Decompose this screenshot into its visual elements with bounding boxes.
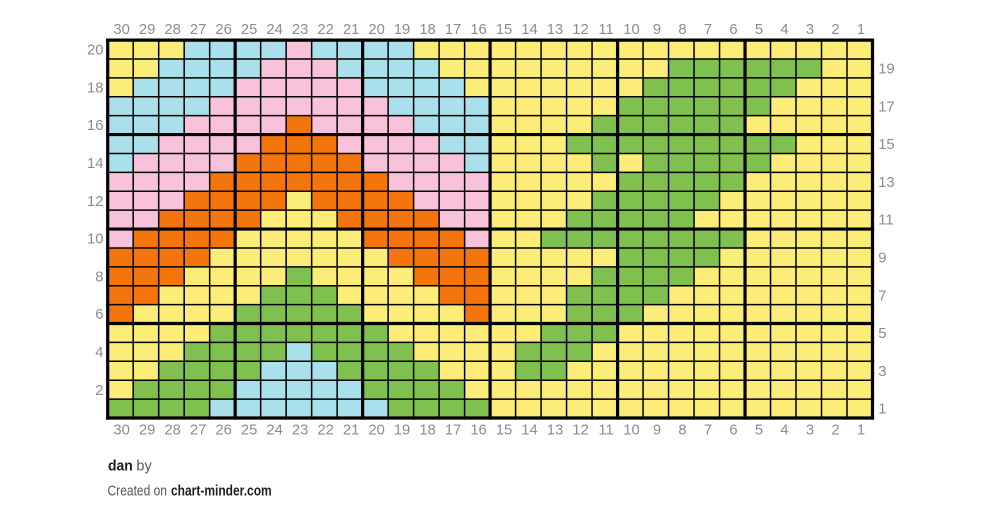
- svg-text:8: 8: [95, 269, 103, 285]
- svg-text:14: 14: [87, 156, 103, 172]
- svg-text:20: 20: [368, 423, 384, 439]
- svg-text:11: 11: [598, 22, 613, 38]
- svg-text:16: 16: [87, 118, 103, 134]
- svg-text:16: 16: [470, 423, 486, 439]
- svg-text:24: 24: [266, 423, 282, 439]
- svg-text:18: 18: [87, 80, 103, 96]
- svg-text:29: 29: [139, 423, 155, 439]
- svg-text:28: 28: [164, 423, 180, 439]
- svg-text:9: 9: [878, 250, 886, 266]
- svg-text:3: 3: [806, 22, 814, 38]
- svg-text:23: 23: [292, 22, 308, 38]
- svg-text:12: 12: [572, 423, 588, 439]
- svg-text:14: 14: [521, 22, 537, 38]
- svg-text:19: 19: [394, 423, 410, 439]
- svg-text:7: 7: [878, 288, 886, 304]
- svg-text:3: 3: [806, 423, 814, 439]
- svg-text:2: 2: [831, 423, 839, 439]
- svg-text:21: 21: [343, 423, 359, 439]
- svg-text:4: 4: [95, 345, 103, 361]
- svg-text:15: 15: [496, 423, 512, 439]
- svg-text:17: 17: [445, 423, 461, 439]
- svg-text:12: 12: [87, 194, 103, 210]
- svg-text:dan: dan: [108, 459, 133, 475]
- svg-text:20: 20: [368, 22, 384, 38]
- svg-text:13: 13: [878, 175, 894, 191]
- svg-text:1: 1: [857, 22, 865, 38]
- svg-text:10: 10: [87, 232, 103, 248]
- svg-text:4: 4: [780, 423, 788, 439]
- svg-text:15: 15: [878, 137, 894, 153]
- svg-text:19: 19: [394, 22, 410, 38]
- svg-text:9: 9: [653, 22, 661, 38]
- svg-text:Created on: Created on: [108, 484, 168, 500]
- svg-text:22: 22: [317, 423, 333, 439]
- svg-text:2: 2: [95, 383, 103, 399]
- svg-text:8: 8: [678, 423, 686, 439]
- svg-text:10: 10: [623, 22, 639, 38]
- svg-text:19: 19: [878, 62, 894, 78]
- svg-text:21: 21: [343, 22, 359, 38]
- svg-text:12: 12: [572, 22, 588, 38]
- svg-text:8: 8: [678, 22, 686, 38]
- svg-text:22: 22: [317, 22, 333, 38]
- svg-text:30: 30: [113, 22, 129, 38]
- svg-text:20: 20: [87, 43, 103, 59]
- svg-text:25: 25: [241, 22, 257, 38]
- svg-text:1: 1: [878, 402, 886, 418]
- svg-text:15: 15: [496, 22, 512, 38]
- svg-text:16: 16: [470, 22, 486, 38]
- svg-text:14: 14: [521, 423, 537, 439]
- svg-text:17: 17: [878, 99, 894, 115]
- svg-text:24: 24: [266, 22, 282, 38]
- svg-text:10: 10: [623, 423, 639, 439]
- svg-text:2: 2: [831, 22, 839, 38]
- svg-text:7: 7: [704, 423, 712, 439]
- svg-text:7: 7: [704, 22, 712, 38]
- svg-text:6: 6: [95, 307, 103, 323]
- svg-text:29: 29: [139, 22, 155, 38]
- svg-text:by: by: [136, 459, 152, 475]
- svg-text:5: 5: [755, 423, 763, 439]
- svg-text:5: 5: [878, 326, 886, 342]
- svg-text:17: 17: [445, 22, 461, 38]
- svg-text:13: 13: [547, 22, 563, 38]
- svg-text:6: 6: [729, 22, 737, 38]
- svg-text:11: 11: [878, 213, 893, 229]
- svg-text:25: 25: [241, 423, 257, 439]
- svg-text:30: 30: [113, 423, 129, 439]
- svg-text:28: 28: [164, 22, 180, 38]
- svg-text:26: 26: [215, 423, 231, 439]
- svg-text:26: 26: [215, 22, 231, 38]
- svg-text:chart-minder.com: chart-minder.com: [171, 484, 272, 500]
- svg-text:27: 27: [190, 423, 206, 439]
- svg-text:11: 11: [598, 423, 613, 439]
- svg-text:9: 9: [653, 423, 661, 439]
- svg-text:6: 6: [729, 423, 737, 439]
- svg-text:3: 3: [878, 364, 886, 380]
- svg-text:18: 18: [419, 423, 435, 439]
- svg-text:27: 27: [190, 22, 206, 38]
- svg-text:18: 18: [419, 22, 435, 38]
- svg-text:1: 1: [857, 423, 865, 439]
- svg-text:5: 5: [755, 22, 763, 38]
- svg-text:23: 23: [292, 423, 308, 439]
- svg-text:13: 13: [547, 423, 563, 439]
- svg-text:4: 4: [780, 22, 788, 38]
